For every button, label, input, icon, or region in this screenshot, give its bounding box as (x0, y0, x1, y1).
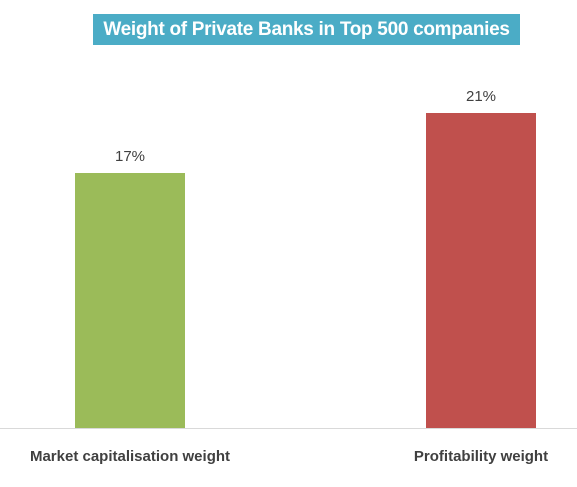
bar-1 (75, 173, 185, 428)
bar-2 (426, 113, 536, 428)
bars-layer: 17% Market capitalisation weight 21% Profit… (30, 88, 548, 465)
chart-title: Weight of Private Banks in Top 500 compa… (93, 14, 520, 45)
category-label-1: Market capitalisation weight (30, 448, 230, 465)
data-label-1: 17% (115, 148, 145, 165)
data-label-2: 21% (466, 88, 496, 105)
category-label-2: Profitability weight (414, 448, 548, 465)
